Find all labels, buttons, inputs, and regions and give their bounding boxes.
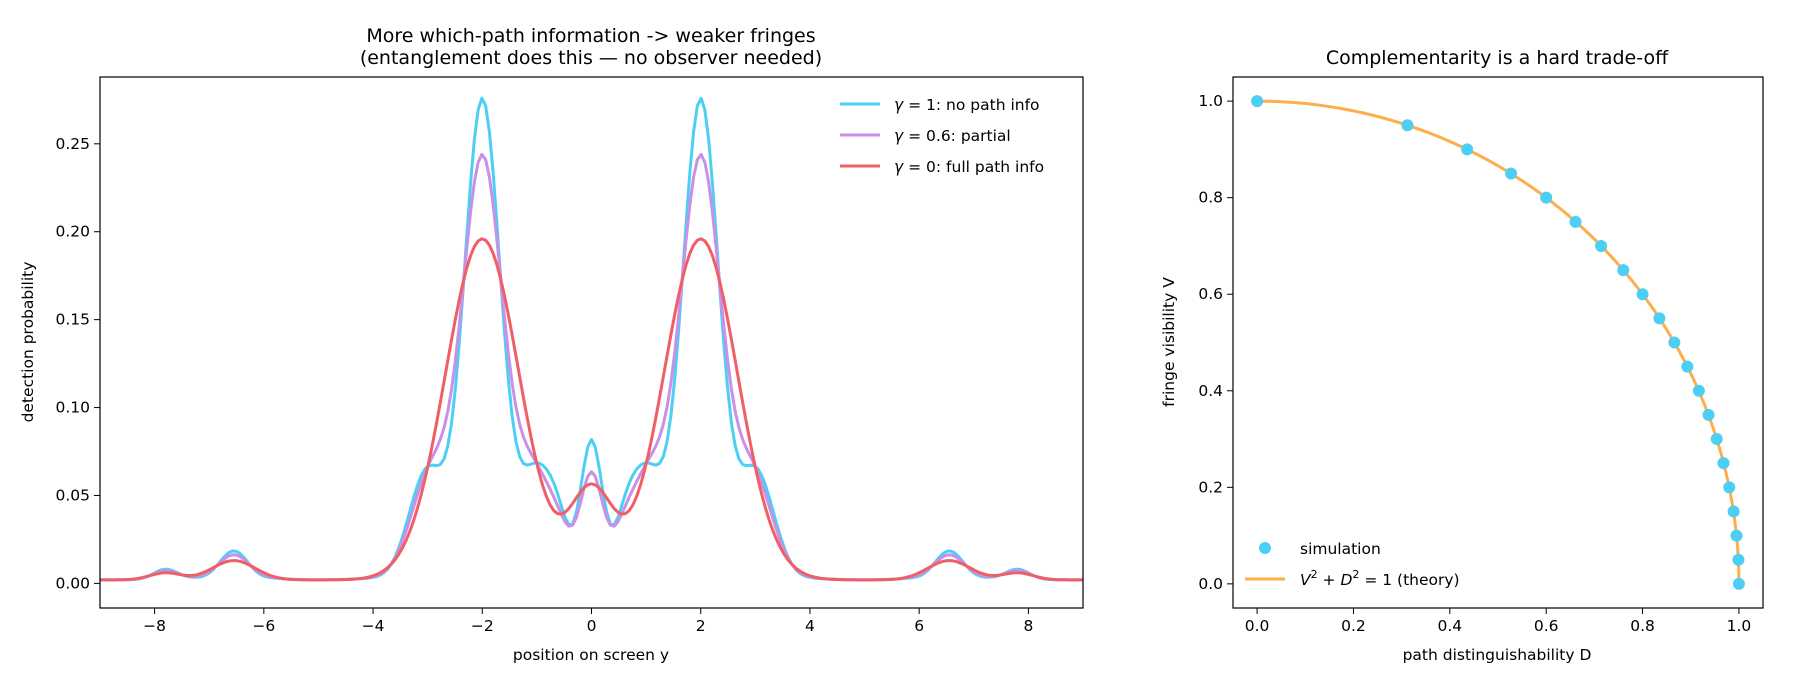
chart2-simulation-point (1727, 505, 1740, 518)
chart2-y-tick-label: 0.6 (1198, 285, 1223, 303)
chart1-x-tick-label: 6 (914, 617, 924, 635)
chart2-simulation-point (1732, 577, 1745, 590)
chart2-legend-label: V2 + D2 = 1 (theory) (1300, 568, 1460, 589)
chart1-legend-label: γ = 0: full path info (894, 158, 1044, 176)
chart1-legend: γ = 1: no path info γ = 0.6: partial γ = 0… (840, 96, 1044, 176)
interference-chart: More which-path information -> weaker fr… (19, 25, 1084, 664)
chart2-theory-curve (1257, 99, 1741, 584)
chart1-x-tick-label: 8 (1023, 617, 1033, 635)
chart1-x-tick-label: −4 (362, 617, 385, 635)
chart1-series-line-2 (100, 237, 1083, 582)
chart1-x-tick-label: −6 (252, 617, 275, 635)
chart2-legend-marker (1259, 542, 1271, 554)
chart2-y-tick-label: 0.4 (1198, 382, 1223, 400)
chart2-x-tick-label: 0.8 (1630, 617, 1655, 635)
chart1-axes-frame (99, 76, 1084, 609)
chart1-x-axis-label: position on screen y (513, 646, 669, 664)
chart2-simulation-point (1730, 529, 1743, 542)
chart2-simulation-point (1540, 191, 1553, 204)
chart2-simulation-point (1732, 553, 1745, 566)
chart1-plot-region (100, 96, 1083, 582)
chart2-simulation-point (1505, 167, 1518, 180)
chart1-y-tick-label: 0.20 (55, 223, 90, 241)
chart2-x-tick-label: 0.0 (1245, 617, 1270, 635)
chart2-plot-region (1251, 95, 1745, 590)
chart1-legend-label: γ = 1: no path info (894, 96, 1040, 114)
chart1-y-tick-label: 0.10 (55, 399, 90, 417)
chart1-x-tick-label: −2 (471, 617, 494, 635)
chart2-simulation-point (1461, 143, 1474, 156)
chart2-simulation-point (1710, 433, 1723, 446)
complementarity-chart: Complementarity is a hard trade-off 0.0 0… (1160, 47, 1764, 664)
chart1-x-tick-label: 0 (587, 617, 597, 635)
chart1-x-tick-label: 4 (805, 617, 815, 635)
chart2-title: Complementarity is a hard trade-off (1326, 47, 1669, 69)
chart2-simulation-point (1653, 312, 1666, 325)
chart2-x-axis-label: path distinguishability D (1403, 646, 1592, 664)
chart1-x-tick-label: 2 (696, 617, 706, 635)
chart1-series-line-1 (100, 152, 1083, 582)
chart2-simulation-point (1617, 264, 1630, 277)
chart2-simulation-point (1723, 481, 1736, 494)
chart2-axes-frame (1232, 76, 1764, 609)
chart1-y-axis-label: detection probability (19, 262, 37, 423)
chart2-simulation-point (1595, 239, 1608, 252)
chart2-simulation-point (1569, 215, 1582, 228)
chart2-x-tick-label: 0.2 (1341, 617, 1366, 635)
chart2-y-tick-label: 0.0 (1198, 575, 1223, 593)
chart2-simulation-point (1668, 336, 1681, 349)
chart2-simulation-point (1251, 95, 1264, 108)
chart2-y-tick-label: 0.2 (1198, 478, 1223, 496)
chart1-y-tick-label: 0.05 (55, 486, 90, 504)
chart1-x-tick-label: −8 (143, 617, 166, 635)
chart1-y-tick-label: 0.25 (55, 135, 90, 153)
chart2-x-tick-label: 0.6 (1534, 617, 1559, 635)
chart1-y-tick-label: 0.15 (55, 311, 90, 329)
chart2-x-tick-label: 1.0 (1727, 617, 1752, 635)
chart2-simulation-point (1717, 457, 1730, 470)
chart2-simulation-point (1681, 360, 1694, 373)
chart2-y-axis-label: fringe visibility V (1160, 277, 1178, 407)
chart2-x-tick-label: 0.4 (1437, 617, 1462, 635)
chart1-subtitle: (entanglement does this — no observer ne… (360, 47, 822, 69)
chart1-y-tick-label: 0.00 (55, 574, 90, 592)
chart1-title: More which-path information -> weaker fr… (366, 25, 815, 47)
chart2-simulation-point (1692, 384, 1705, 397)
chart2-legend: simulation V2 + D2 = 1 (theory) (1245, 540, 1460, 589)
chart2-legend-label: simulation (1300, 540, 1381, 558)
chart2-simulation-point (1401, 119, 1414, 132)
chart1-legend-label: γ = 0.6: partial (894, 127, 1011, 145)
chart2-y-tick-label: 0.8 (1198, 189, 1223, 207)
chart2-simulation-point (1702, 408, 1715, 421)
chart2-y-tick-label: 1.0 (1198, 92, 1223, 110)
chart2-simulation-point (1636, 288, 1649, 301)
